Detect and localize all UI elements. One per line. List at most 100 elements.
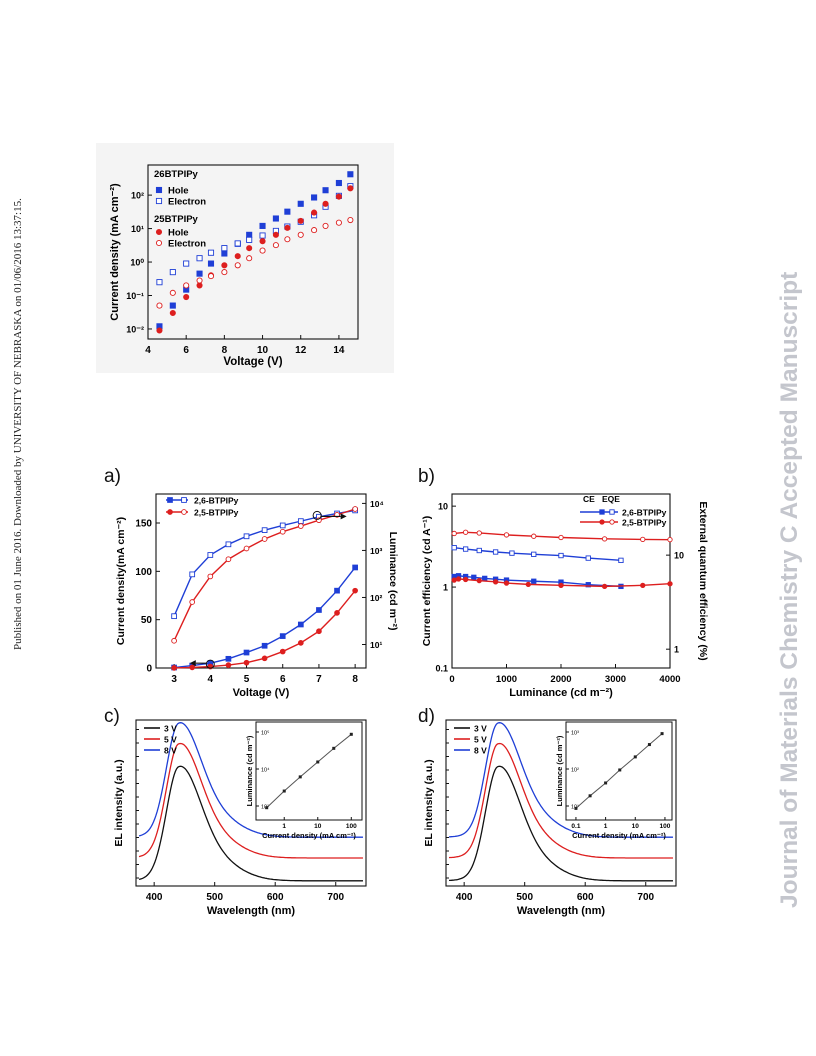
journal-watermark: Journal of Materials Chemistry C Accepte… — [776, 271, 803, 908]
legend-group-label: 25BTPIPy — [154, 214, 199, 225]
data-point — [462, 546, 469, 552]
legend-label: 3 V — [474, 724, 487, 734]
data-point — [196, 255, 203, 262]
current-indicator-circle — [205, 659, 215, 669]
data-point — [169, 302, 176, 309]
data-point — [183, 282, 190, 289]
inset-x-axis-label: Current density (mA cm⁻²) — [572, 831, 666, 840]
legend-marker — [599, 519, 605, 525]
data-point — [169, 269, 176, 276]
legend-marker — [167, 509, 173, 515]
data-point — [316, 607, 322, 613]
inset-data-point — [282, 789, 286, 793]
data-point — [335, 193, 342, 200]
y-tick-label: 150 — [135, 519, 152, 530]
data-point — [558, 582, 564, 589]
series-EQE — [451, 529, 673, 543]
legend: 3 V5 V8 V — [454, 724, 487, 756]
data-point — [246, 245, 253, 252]
data-point — [503, 532, 510, 538]
data-point — [492, 549, 499, 555]
data-point — [471, 574, 477, 580]
series-CE — [451, 573, 624, 590]
data-point — [531, 551, 537, 557]
series-luminance — [171, 506, 358, 644]
data-point — [261, 536, 268, 542]
inset-data-point — [316, 760, 320, 764]
y-axis-label: EL intensity (a.u.) — [113, 759, 125, 846]
data-point — [601, 583, 608, 590]
legend-marker — [155, 197, 163, 205]
data-point — [476, 547, 482, 554]
data-point — [221, 269, 228, 276]
x-axis-label: Voltage (V) — [223, 356, 282, 368]
data-point — [221, 262, 228, 269]
inset-y-tick-label: 10³ — [571, 731, 579, 737]
data-point — [171, 637, 177, 644]
y2-tick-label: 10³ — [370, 546, 382, 556]
series-current density — [171, 564, 358, 671]
data-point — [196, 277, 203, 284]
y2-tick-label: 10² — [370, 593, 382, 603]
x-tick-label: 14 — [333, 345, 345, 356]
x-tick-label: 3000 — [605, 674, 626, 685]
data-point — [311, 209, 318, 216]
data-point — [311, 194, 318, 201]
x-tick-label: 0 — [449, 674, 454, 685]
x-axis-label: Wavelength (nm) — [517, 905, 606, 917]
y2-axis-label: External quantum efficiency (%) — [697, 501, 709, 660]
inset-x-tick-label: 10 — [632, 823, 640, 830]
series-luminance — [171, 507, 358, 620]
data-point — [297, 523, 304, 529]
data-point — [207, 249, 215, 256]
y2-axis-label: Luminance (cd m⁻²) — [387, 532, 399, 631]
data-point — [347, 171, 354, 178]
data-point — [234, 240, 241, 247]
data-point — [462, 576, 469, 583]
data-point — [225, 556, 232, 563]
legend-label: Hole — [168, 186, 189, 197]
y2-tick-label: 10 — [674, 551, 684, 561]
series-26BTPIPy-hole — [156, 171, 354, 330]
x-tick-label: 5 — [244, 674, 250, 685]
data-point — [183, 260, 190, 267]
data-point — [234, 262, 241, 269]
data-point — [311, 227, 318, 234]
data-point — [334, 610, 340, 616]
plot-frame — [445, 719, 677, 887]
y-axis-label: EL intensity (a.u.) — [423, 759, 435, 846]
data-point — [169, 309, 176, 317]
y-axis-label: Current density (mA cm⁻²) — [109, 183, 121, 321]
series-EQE — [451, 545, 624, 564]
inset-data-point — [604, 781, 608, 785]
legend-label: 8 V — [164, 746, 177, 756]
x-tick-label: 400 — [146, 892, 163, 903]
legend-label: 2,5-BTPIPy — [622, 518, 667, 528]
data-point — [558, 534, 564, 541]
data-point — [156, 302, 163, 309]
x-tick-label: 400 — [456, 892, 473, 903]
inset-x-tick-label: 0.1 — [571, 823, 580, 830]
data-point — [169, 289, 176, 296]
legend-label: 2,5-BTPIPy — [194, 508, 239, 518]
inset-data-point — [332, 746, 336, 750]
data-point — [225, 541, 232, 548]
y-tick-label: 100 — [135, 567, 152, 578]
data-point — [261, 655, 268, 662]
legend-label: Electron — [168, 239, 206, 250]
spectrum-line — [449, 765, 673, 882]
data-point — [640, 536, 646, 543]
data-point — [183, 293, 190, 301]
inset-data-point — [298, 775, 302, 779]
legend-marker — [155, 228, 163, 236]
data-point — [640, 582, 646, 589]
x-tick-label: 10 — [257, 345, 269, 356]
luminance-indicator-circle — [312, 510, 322, 520]
data-point — [221, 250, 228, 257]
series-CE — [451, 576, 673, 590]
legend-marker — [181, 497, 187, 503]
legend-marker — [609, 509, 615, 515]
data-point — [259, 238, 266, 245]
data-point — [347, 185, 354, 192]
